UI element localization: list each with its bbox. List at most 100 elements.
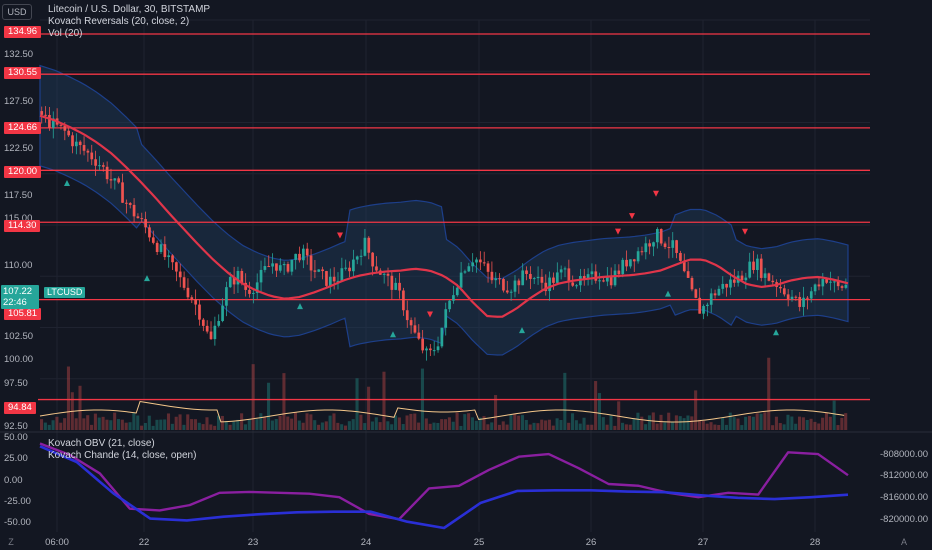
price-tick: 110.00 bbox=[4, 260, 33, 271]
volume-bars bbox=[39, 357, 848, 430]
time-tick: 26 bbox=[585, 537, 597, 548]
auto-scale-button[interactable]: A bbox=[900, 537, 907, 547]
volume-bar bbox=[797, 416, 802, 430]
volume-bar bbox=[363, 423, 367, 430]
chande-tick: 50.00 bbox=[4, 432, 28, 443]
volume-bar bbox=[378, 422, 382, 430]
time-tick: 06:00 bbox=[45, 537, 69, 548]
candle-body bbox=[575, 285, 578, 287]
volume-bar bbox=[101, 416, 105, 430]
chande-tick: 25.00 bbox=[4, 453, 28, 464]
indicator-kovach-chande[interactable]: Kovach Chande (14, close, open) bbox=[48, 450, 197, 461]
volume-bar bbox=[43, 422, 47, 430]
candle-body bbox=[467, 266, 471, 272]
volume-bar bbox=[132, 412, 136, 430]
currency-button[interactable]: USD bbox=[2, 4, 32, 20]
candle-body bbox=[509, 291, 513, 293]
candle-body bbox=[236, 270, 240, 285]
candle-body bbox=[455, 287, 459, 296]
level-badge[interactable]: 130.55 bbox=[4, 67, 42, 79]
volume-bar bbox=[778, 423, 782, 430]
volume-bar bbox=[517, 415, 521, 430]
volume-bar bbox=[40, 419, 44, 430]
volume-bar bbox=[116, 419, 121, 430]
candle-body bbox=[694, 289, 698, 298]
volume-bar bbox=[474, 420, 478, 430]
symbol-title[interactable]: Litecoin / U.S. Dollar, 30, BITSTAMP bbox=[48, 4, 211, 15]
timezone-button[interactable]: Z bbox=[8, 537, 14, 547]
candle-body bbox=[590, 271, 594, 275]
candle-body bbox=[198, 304, 201, 320]
candle-body bbox=[521, 270, 525, 286]
symbol-tag: LTCUSD bbox=[44, 287, 86, 298]
indicator-kovach-reversals[interactable]: Kovach Reversals (20, close, 2) bbox=[48, 16, 190, 27]
volume-bar bbox=[597, 393, 601, 430]
volume-bar bbox=[59, 422, 63, 430]
volume-bar bbox=[336, 422, 340, 430]
volume-bar bbox=[632, 418, 636, 430]
candle-body bbox=[313, 270, 317, 272]
volume-bar bbox=[343, 425, 348, 430]
volume-bar bbox=[697, 419, 702, 430]
level-badge[interactable]: 94.84 bbox=[4, 402, 36, 414]
volume-bar bbox=[74, 418, 78, 430]
volume-bar bbox=[532, 422, 536, 430]
volume-bar bbox=[136, 415, 140, 430]
candle-body bbox=[817, 284, 821, 287]
volume-bar bbox=[209, 424, 213, 430]
candle-body bbox=[836, 281, 840, 287]
volume-bar bbox=[782, 424, 786, 430]
volume-bar bbox=[751, 416, 755, 430]
candle-body bbox=[386, 273, 390, 276]
candle-body bbox=[436, 346, 440, 351]
indicator-volume[interactable]: Vol (20) bbox=[48, 28, 83, 39]
volume-bar bbox=[351, 419, 355, 430]
volume-bar bbox=[786, 414, 790, 430]
bear-signal-icon bbox=[742, 228, 748, 235]
volume-bar bbox=[470, 417, 475, 430]
candle-body bbox=[771, 280, 775, 283]
volume-bar bbox=[501, 421, 505, 430]
candle-body bbox=[648, 243, 652, 247]
level-badge[interactable]: 105.81 bbox=[4, 308, 42, 320]
candle-body bbox=[428, 348, 432, 351]
volume-bar bbox=[405, 415, 409, 430]
volume-bar bbox=[451, 421, 455, 430]
volume-bar bbox=[220, 415, 224, 430]
volume-bar bbox=[794, 423, 798, 430]
level-badge[interactable]: 124.66 bbox=[4, 122, 42, 134]
indicator-kovach-obv[interactable]: Kovach OBV (21, close) bbox=[48, 438, 155, 449]
volume-bar bbox=[655, 423, 659, 430]
level-badge[interactable]: 120.00 bbox=[4, 166, 42, 178]
volume-bar bbox=[478, 417, 482, 430]
candle-body bbox=[125, 202, 128, 204]
candle-body bbox=[171, 255, 174, 263]
candle-body bbox=[132, 204, 136, 217]
candle-body bbox=[232, 276, 236, 285]
candle-body bbox=[263, 266, 267, 270]
volume-bar bbox=[63, 418, 67, 430]
volume-bar bbox=[755, 413, 759, 430]
candle-body bbox=[271, 263, 274, 267]
candle-body bbox=[486, 263, 490, 272]
level-badge[interactable]: 134.96 bbox=[4, 26, 42, 38]
volume-bar bbox=[290, 418, 294, 430]
volume-bar bbox=[359, 414, 363, 430]
candle-body bbox=[228, 276, 232, 288]
volume-bar bbox=[555, 418, 559, 430]
volume-bar bbox=[570, 413, 575, 430]
candle-body bbox=[663, 243, 667, 248]
volume-bar bbox=[671, 421, 675, 430]
volume-bar bbox=[801, 417, 805, 430]
candle-body bbox=[717, 288, 721, 296]
volume-bar bbox=[809, 418, 813, 430]
candle-body bbox=[144, 219, 147, 228]
volume-bar bbox=[494, 395, 498, 430]
volume-bar bbox=[78, 385, 82, 430]
price-tick: 117.50 bbox=[4, 190, 33, 201]
level-badge[interactable]: 114.30 bbox=[4, 220, 41, 232]
candle-body bbox=[40, 111, 44, 115]
volume-bar bbox=[51, 420, 55, 430]
candle-body bbox=[51, 118, 55, 128]
